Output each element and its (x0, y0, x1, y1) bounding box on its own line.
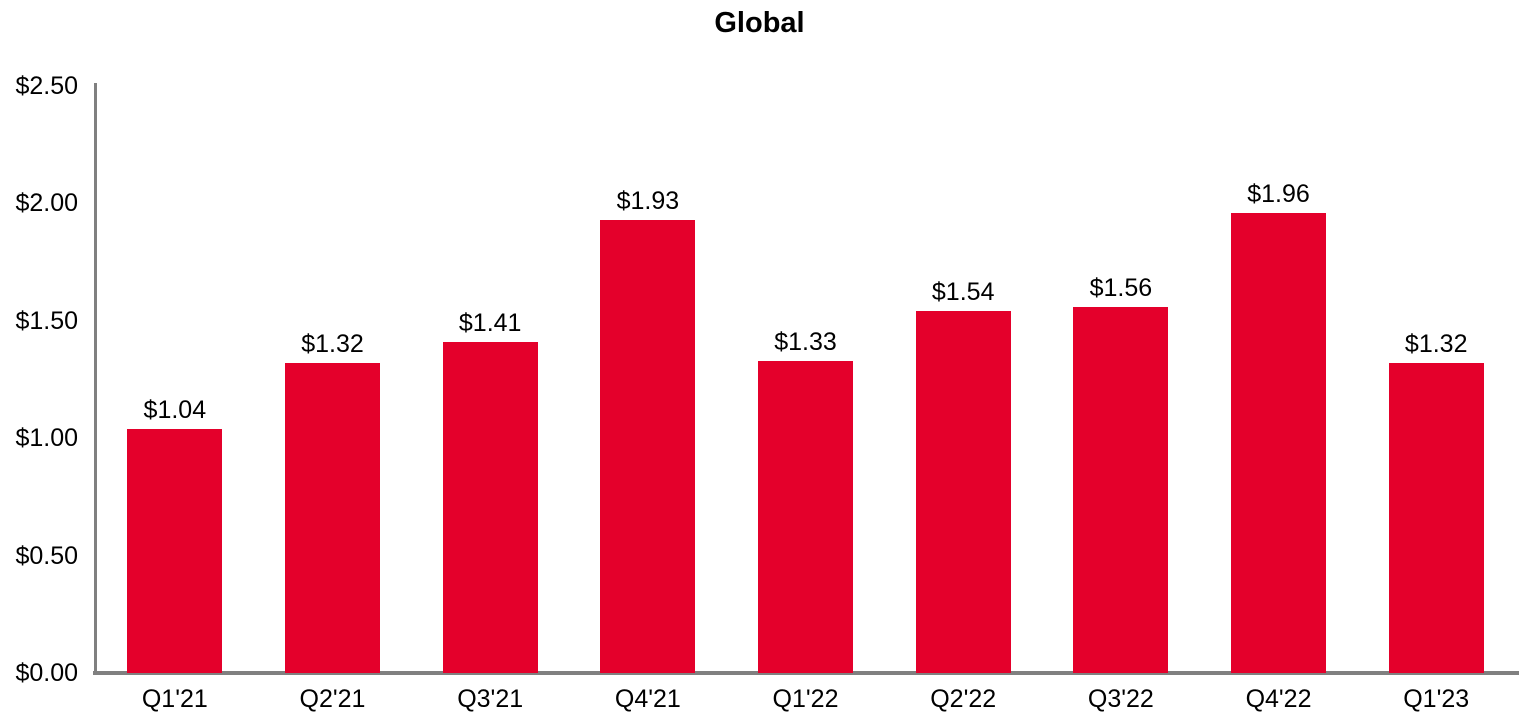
x-tick-label: Q1'21 (141, 685, 208, 713)
x-tick-label: Q3'21 (457, 685, 524, 713)
bar-slot: $1.54 (884, 86, 1042, 673)
y-tick-label: $0.00 (15, 659, 78, 687)
bar-slot: $1.32 (1357, 86, 1515, 673)
bar-value-label: $1.54 (931, 278, 995, 307)
plot-area: $1.04 $1.32 $1.41 $1.93 $1.33 $1.54 $1.56 $1.96… (96, 86, 1515, 673)
bar-Q2'21: $1.32 (285, 331, 380, 673)
x-tick-label: Q2'21 (299, 685, 366, 713)
bar-slot: $1.96 (1200, 86, 1358, 673)
y-tick-label: $1.50 (15, 306, 78, 335)
x-axis-labels: Q1'21 Q2'21 Q3'21 Q4'21 Q1'22 Q2'22 Q3'22 Q4'22… (96, 686, 1515, 712)
bar-value-label: $1.04 (143, 395, 207, 424)
bar-Q3'21: $1.41 (442, 310, 538, 673)
bar-slot: $1.32 (254, 86, 412, 673)
y-tick-label: $0.50 (15, 541, 78, 570)
bar-slot: $1.56 (1042, 86, 1200, 673)
x-axis-line (93, 671, 1519, 675)
bar-value-label: $1.93 (616, 186, 680, 215)
y-axis-line (94, 83, 97, 673)
chart-title: Global (714, 7, 805, 39)
y-axis-labels: $0.00 $0.50 $1.00 $1.50 $2.00 $2.50 (0, 73, 78, 686)
bar-slot: $1.33 (727, 86, 885, 673)
x-tick-label: Q2'22 (930, 685, 997, 713)
x-tick-label: Q4'22 (1245, 685, 1312, 713)
bar-value-label: $1.41 (458, 308, 522, 337)
bar-Q1'21: $1.04 (127, 397, 223, 673)
bar-Q1'23: $1.32 (1388, 331, 1484, 673)
bar-slot: $1.93 (569, 86, 727, 673)
bar-Q4'21: $1.93 (600, 188, 696, 673)
bar-Q4'22: $1.96 (1231, 181, 1327, 673)
y-tick-label: $1.00 (15, 424, 78, 453)
bar-value-label: $1.56 (1089, 273, 1153, 302)
bar-Q1'22: $1.33 (758, 329, 854, 673)
bar-value-label: $1.96 (1247, 179, 1310, 208)
bar-slot: $1.41 (411, 86, 569, 673)
bar-Q2'22: $1.54 (915, 279, 1011, 673)
bar-slot: $1.04 (96, 86, 254, 673)
x-tick-label: Q1'23 (1403, 685, 1470, 713)
x-tick-label: Q1'22 (772, 685, 839, 713)
y-tick-label: $2.00 (15, 189, 78, 218)
x-tick-label: Q3'22 (1087, 685, 1154, 713)
bar-Q3'22: $1.56 (1073, 275, 1169, 673)
bar-value-label: $1.32 (301, 330, 364, 359)
x-tick-label: Q4'21 (614, 685, 681, 713)
bar-value-label: $1.33 (774, 327, 837, 356)
y-tick-label: $2.50 (15, 72, 78, 100)
bar-value-label: $1.32 (1404, 330, 1468, 359)
